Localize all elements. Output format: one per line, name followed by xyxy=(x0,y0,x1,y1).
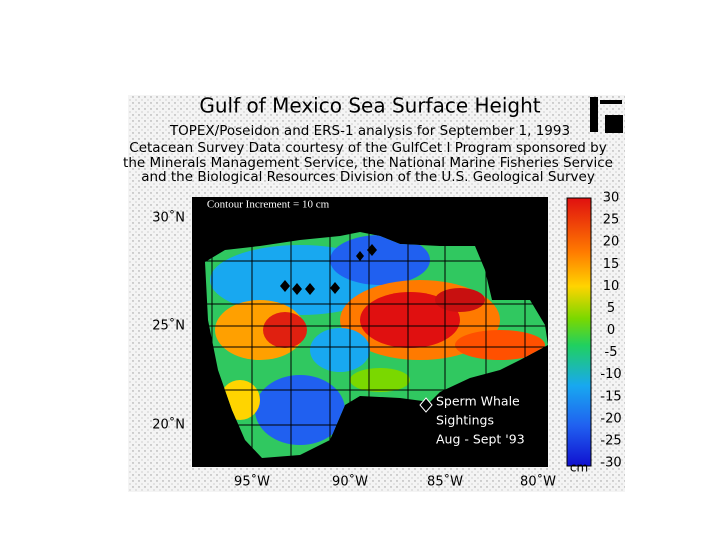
colorbar-ticks: 30 25 20 15 10 5 0 -5 -10 -15 -20 -25 -30 xyxy=(600,191,621,471)
colorbar-tick-label: 20 xyxy=(603,235,620,250)
contour-note: Contour Increment = 10 cm xyxy=(207,199,330,211)
legend-marker xyxy=(419,397,433,413)
colorbar xyxy=(566,197,592,467)
subtitle: and the Biological Resources Division of… xyxy=(141,169,595,185)
colorbar-tick-label: -10 xyxy=(600,367,621,382)
colorbar-tick-label: -20 xyxy=(600,411,621,426)
subtitle: TOPEX/Poseidon and ERS-1 analysis for Se… xyxy=(169,123,570,139)
legend-text: Sperm Whale xyxy=(436,394,520,409)
subtitle: Cetacean Survey Data courtesy of the Gul… xyxy=(129,140,606,156)
legend-text: Sightings xyxy=(436,413,494,428)
lon-label: 95˚W xyxy=(234,474,270,490)
legend-text: Aug - Sept '93 xyxy=(436,432,525,447)
satellite-icon xyxy=(590,97,623,133)
colorbar-tick-label: 30 xyxy=(603,191,620,206)
colorbar-tick-label: 15 xyxy=(603,257,620,272)
lon-label: 80˚W xyxy=(520,474,556,490)
colorbar-tick-label: 5 xyxy=(607,301,615,316)
colorbar-tick-label: 0 xyxy=(607,323,615,338)
lat-label: 20˚N xyxy=(152,417,185,433)
sightings xyxy=(280,229,402,295)
legend: Sperm Whale Sightings Aug - Sept '93 xyxy=(419,394,525,447)
colorbar-tick-label: -15 xyxy=(600,389,621,404)
graticule xyxy=(192,197,548,467)
title: Gulf of Mexico Sea Surface Height xyxy=(199,94,540,118)
colorbar-tick-label: 25 xyxy=(603,213,620,228)
colorbar-tick-label: -30 xyxy=(600,456,621,471)
subtitle: the Minerals Management Service, the Nat… xyxy=(123,155,613,171)
colorbar-tick-label: -25 xyxy=(600,433,621,448)
lat-label: 30˚N xyxy=(152,210,185,226)
lat-label: 25˚N xyxy=(152,318,185,334)
colorbar-tick-label: 10 xyxy=(603,279,620,294)
colorbar-unit: cm xyxy=(570,461,588,475)
colorbar-tick-label: -5 xyxy=(605,345,618,360)
lon-label: 90˚W xyxy=(332,474,368,490)
lon-label: 85˚W xyxy=(427,474,463,490)
